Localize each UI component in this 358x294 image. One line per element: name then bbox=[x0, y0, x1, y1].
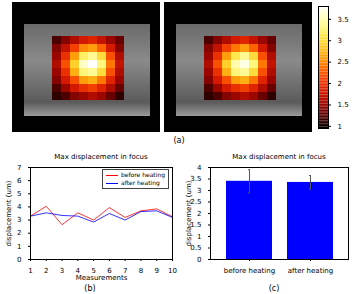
svg-text:displacement (um): displacement (um) bbox=[5, 180, 13, 246]
html-text:after heating: after heating bbox=[121, 179, 160, 186]
svg-text:2.5: 2.5 bbox=[338, 58, 349, 66]
svg-text:2: 2 bbox=[338, 80, 342, 88]
svg-text:1: 1 bbox=[197, 233, 201, 241]
svg-text:Measurements: Measurements bbox=[76, 274, 128, 282]
svg-text:3.5: 3.5 bbox=[338, 16, 349, 24]
svg-text:2: 2 bbox=[197, 210, 201, 218]
svg-text:1: 1 bbox=[28, 267, 32, 275]
svg-text:3.5: 3.5 bbox=[190, 175, 202, 184]
svg-text:7: 7 bbox=[17, 164, 21, 172]
svg-text:10: 10 bbox=[168, 267, 177, 275]
html-text:Max displacement in focus: Max displacement in focus bbox=[232, 153, 326, 161]
html-text:(a): (a) bbox=[173, 136, 185, 145]
html-text:(c): (c) bbox=[268, 284, 280, 293]
svg-text:3: 3 bbox=[197, 187, 201, 195]
svg-text:4: 4 bbox=[197, 164, 202, 172]
svg-text:5: 5 bbox=[17, 190, 21, 198]
svg-text:3: 3 bbox=[338, 37, 342, 45]
svg-text:1.5: 1.5 bbox=[338, 101, 349, 109]
svg-text:6: 6 bbox=[17, 177, 22, 185]
svg-text:8: 8 bbox=[139, 267, 143, 275]
svg-text:9: 9 bbox=[154, 267, 158, 275]
svg-text:2: 2 bbox=[17, 229, 21, 237]
html-text:Max displacement in focus: Max displacement in focus bbox=[54, 153, 148, 161]
html-text:(b): (b) bbox=[84, 284, 96, 293]
svg-text:0.5: 0.5 bbox=[190, 244, 202, 253]
svg-text:2.5: 2.5 bbox=[190, 198, 202, 207]
svg-text:6: 6 bbox=[107, 267, 112, 276]
svg-text:4: 4 bbox=[75, 267, 81, 276]
svg-text:7: 7 bbox=[122, 267, 128, 276]
svg-text:3: 3 bbox=[60, 267, 64, 275]
svg-text:0: 0 bbox=[197, 256, 201, 264]
svg-text:5: 5 bbox=[91, 267, 96, 276]
svg-text:1: 1 bbox=[338, 123, 342, 131]
svg-text:after heating: after heating bbox=[288, 267, 333, 275]
svg-text:0: 0 bbox=[17, 256, 21, 264]
svg-text:2: 2 bbox=[44, 267, 48, 275]
svg-text:1: 1 bbox=[17, 243, 21, 251]
svg-text:4: 4 bbox=[17, 203, 22, 211]
svg-text:before heating: before heating bbox=[224, 267, 275, 275]
svg-text:3: 3 bbox=[17, 216, 21, 224]
svg-text:1.5: 1.5 bbox=[190, 221, 202, 230]
html-text:before heating: before heating bbox=[121, 171, 165, 178]
svg-text:displacement (um): displacement (um) bbox=[185, 180, 193, 246]
